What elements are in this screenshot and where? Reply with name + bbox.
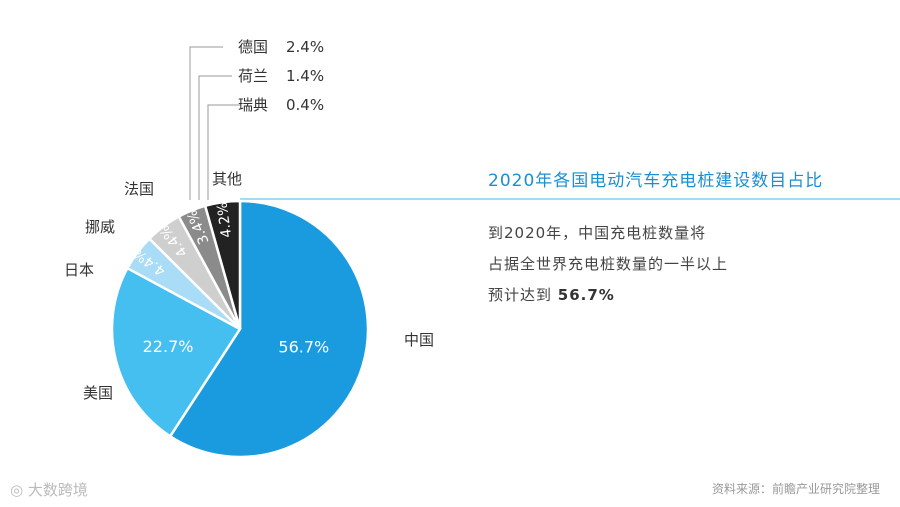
slice-value-label-0: 56.7% xyxy=(278,337,329,356)
description-highlight-value: 56.7% xyxy=(557,286,615,304)
slice-name-label-4: 法国 xyxy=(124,180,154,198)
pie-slice-5 xyxy=(203,199,242,330)
breakdown-leader-line-0 xyxy=(189,46,223,200)
breakdown-leader-line-1 xyxy=(198,75,232,200)
description-line-1: 到2020年，中国充电桩数量将 xyxy=(488,224,707,242)
slice-value-label-5: 4.2% xyxy=(215,201,236,238)
breakdown-name-2: 瑞典 xyxy=(238,96,268,114)
breakdown-leader-line-2 xyxy=(207,104,241,200)
chart-title: 2020年各国电动汽车充电桩建设数目占比 xyxy=(488,171,824,191)
breakdown-value-1: 1.4% xyxy=(286,67,324,85)
breakdown-value-2: 0.4% xyxy=(286,96,324,114)
pie-slice-0 xyxy=(168,199,370,459)
description-line-3: 预计达到 56.7% xyxy=(488,284,615,305)
breakdown-name-1: 荷兰 xyxy=(238,67,268,85)
watermark-logo: ◎ 大数跨境 xyxy=(10,479,88,500)
watermark-text: 大数跨境 xyxy=(27,481,88,499)
slice-value-label-1: 22.7% xyxy=(143,337,194,356)
slice-name-label-1: 美国 xyxy=(83,384,113,402)
pie-slice-1 xyxy=(110,266,242,438)
slice-name-label-0: 中国 xyxy=(404,331,434,349)
slice-name-label-2: 日本 xyxy=(64,261,94,279)
description-line-3-prefix: 预计达到 xyxy=(488,286,553,304)
slice-name-label-5: 其他 xyxy=(212,170,242,188)
breakdown-value-0: 2.4% xyxy=(286,38,324,56)
watermark-icon: ◎ xyxy=(10,481,24,499)
breakdown-name-0: 德国 xyxy=(238,38,268,56)
slice-name-label-3: 挪威 xyxy=(85,218,115,236)
source-note: 资料来源：前瞻产业研究院整理 xyxy=(711,482,880,496)
description-line-2: 占据全世界充电桩数量的一半以上 xyxy=(488,255,729,273)
